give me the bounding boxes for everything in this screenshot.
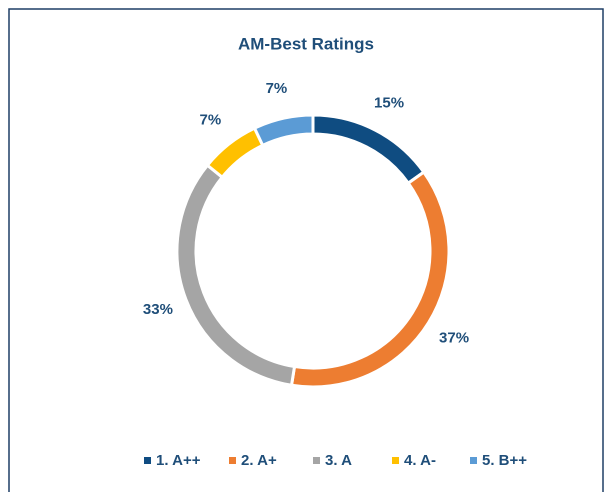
donut-segment bbox=[252, 113, 315, 148]
legend-swatch bbox=[229, 457, 236, 464]
data-label: 33% bbox=[143, 301, 173, 318]
chart-title: AM-Best Ratings bbox=[238, 34, 374, 53]
legend-swatch bbox=[392, 457, 399, 464]
legend-label: 5. B++ bbox=[482, 452, 527, 469]
legend-swatch bbox=[144, 457, 151, 464]
legend-label: 2. A+ bbox=[241, 452, 277, 469]
data-label: 7% bbox=[200, 111, 222, 128]
legend-swatch bbox=[470, 457, 477, 464]
data-label: 37% bbox=[439, 329, 469, 346]
legend-label: 1. A++ bbox=[156, 452, 201, 469]
chart-frame bbox=[8, 8, 604, 492]
legend-label: 3. A bbox=[325, 452, 352, 469]
data-label: 15% bbox=[374, 94, 404, 111]
legend-swatch bbox=[313, 457, 320, 464]
legend-label: 4. A- bbox=[404, 452, 436, 469]
data-label: 7% bbox=[266, 80, 288, 97]
